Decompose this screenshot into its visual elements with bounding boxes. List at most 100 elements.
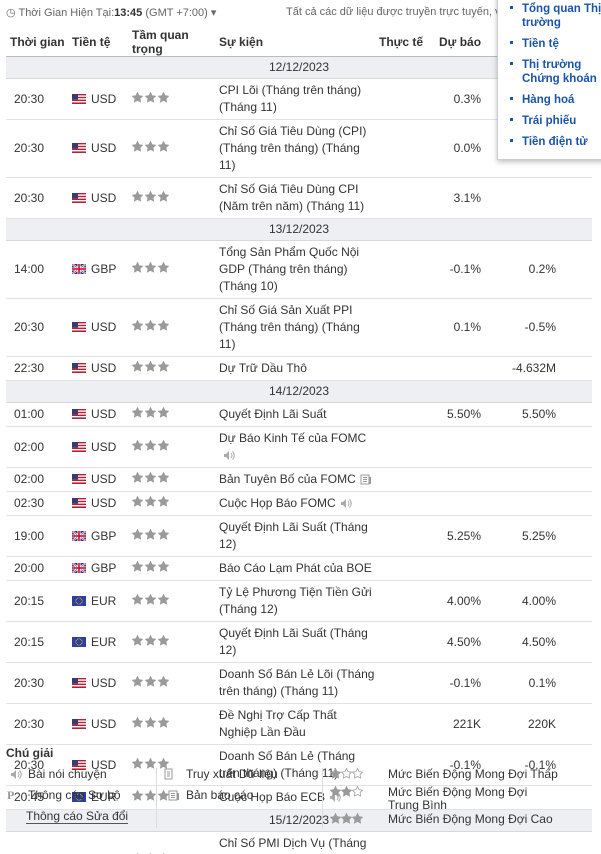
icon <box>351 785 364 797</box>
legend-label: Mức Biến Động Mong Đợi Thấp <box>388 767 558 781</box>
currency: USD <box>91 91 117 106</box>
event-row[interactable]: 02:00 USD Bản Tuyên Bố của FOMC <box>6 467 592 492</box>
legend-item: P Thông cáo Sơ bộ <box>6 788 121 804</box>
importance <box>128 78 215 120</box>
event-name[interactable]: Doanh Số Bán Lẻ (Tháng trên tháng) (Thán… <box>219 749 356 780</box>
legend-item: Thông cáo Sửa đổi <box>26 810 129 824</box>
event-name[interactable]: Đề Nghị Trợ Cấp Thất Nghiệp Lần Đầu <box>219 708 337 739</box>
icon <box>144 495 157 507</box>
legend-label: Mức Biến Động Mong Đợi Trung Bình <box>388 785 528 812</box>
currency: USD <box>91 439 117 454</box>
icon <box>144 716 157 728</box>
actual <box>375 426 435 468</box>
legend-item: Mức Biến Động Mong Đợi Trung Bình <box>329 785 548 812</box>
icon <box>340 812 353 824</box>
icon <box>164 768 173 780</box>
previous: 5.25% <box>490 515 592 557</box>
icon <box>72 409 86 419</box>
icon <box>144 789 157 801</box>
event-row[interactable]: 20:30 USD Chỉ Số Giá Sản Xuất PPI (Tháng t… <box>6 298 592 357</box>
event-row[interactable]: 20:30 USD Doanh Số Bán Lẻ Lõi (Tháng trên … <box>6 662 592 704</box>
event-name[interactable]: Tổng Sản Phẩm Quốc Nội GDP (Tháng trên t… <box>219 245 360 293</box>
event-name[interactable]: Bản Tuyên Bố của FOMC <box>219 472 356 486</box>
currency-cell: USD <box>68 426 128 468</box>
event-name[interactable]: Dự Trữ Dầu Thô <box>219 361 307 375</box>
currency: USD <box>91 716 117 731</box>
separator <box>322 768 323 828</box>
event-name[interactable]: Doanh Số Bán Lẻ Lõi (Tháng trên tháng) (… <box>219 667 375 698</box>
event-row[interactable]: 20:30 USD Đề Nghị Trợ Cấp Thất Nghiệp Lần … <box>6 703 592 745</box>
currency-cell: EUR <box>68 785 128 810</box>
column-header: Thời gian <box>6 28 68 57</box>
event-row[interactable]: 01:00 USD Quyết Định Lãi Suất 5.50% 5.50% <box>6 402 592 427</box>
previous <box>490 467 592 492</box>
icon <box>144 406 157 418</box>
event-name[interactable]: Chỉ Số Giá Tiêu Dùng CPI (Năm trên năm) … <box>219 182 365 213</box>
event-name[interactable]: Báo Cáo Lạm Phát của BOE <box>219 561 372 575</box>
event-cell: CPI Lõi (Tháng trên tháng) (Tháng 11) <box>215 78 375 120</box>
event-name[interactable]: Cuộc Họp Báo ECB <box>219 790 326 804</box>
event-row[interactable]: 20:00 GBP Báo Cáo Lạm Phát của BOE <box>6 556 592 581</box>
event-name[interactable]: Chỉ Số Giá Sản Xuất PPI (Tháng trên thán… <box>219 303 360 351</box>
event-row[interactable]: 20:30 USD Chỉ Số Giá Tiêu Dùng CPI (Năm tr… <box>6 177 592 219</box>
forecast: -0.1% <box>435 240 490 299</box>
currency: GBP <box>91 561 117 575</box>
actual <box>375 240 435 299</box>
event-row[interactable]: 20:15 EUR Tỷ Lệ Phương Tiện Tiền Gửi (Thán… <box>6 580 592 622</box>
menu-item[interactable]: Trái phiếu <box>498 111 601 132</box>
icon <box>11 770 22 779</box>
currency: GBP <box>91 262 117 276</box>
event-row[interactable]: 20:15 EUR Quyết Định Lãi Suất (Tháng 12) 4.… <box>6 621 592 663</box>
icon <box>157 528 170 540</box>
icon <box>168 790 179 801</box>
icon <box>157 560 170 572</box>
event-name[interactable]: Chỉ Số Giá Tiêu Dùng (CPI) (Tháng trên t… <box>219 124 367 172</box>
icon <box>157 406 170 418</box>
event-row[interactable]: 20:30 USD Doanh Số Bán Lẻ (Tháng trên thán… <box>6 744 592 786</box>
icon <box>72 759 86 770</box>
event-row[interactable]: 02:00 USD Dự Báo Kinh Tế của FOMC <box>6 426 592 468</box>
currency-cell: EUR <box>68 580 128 622</box>
menu-item[interactable]: Tổng quan Thị trường <box>498 0 601 34</box>
legend: Chú giải Bài nói chuyện P Thông cáo Sơ bộ T… <box>6 744 596 844</box>
event-cell: Chỉ Số Giá Tiêu Dùng CPI (Năm trên năm) … <box>215 177 375 219</box>
forecast <box>435 556 490 581</box>
event-name[interactable]: Quyết Định Lãi Suất (Tháng 12) <box>219 520 368 551</box>
importance <box>128 298 215 357</box>
icon <box>144 675 157 687</box>
menu-item[interactable]: Tiền tệ <box>498 34 601 55</box>
legend-item: Bài nói chuyện <box>6 768 107 781</box>
menu-item[interactable]: Tiền điện tử <box>498 132 601 153</box>
icon <box>157 757 170 769</box>
event-name[interactable]: CPI Lõi (Tháng trên tháng) (Tháng 11) <box>219 83 362 114</box>
currency-cell: USD <box>68 78 128 120</box>
event-name[interactable]: Quyết Định Lãi Suất <box>219 407 327 421</box>
icon <box>131 140 144 152</box>
event-row[interactable]: 20:30 USD Chỉ Số Giá Tiêu Dùng (CPI) (Thán… <box>6 119 592 178</box>
actual <box>375 580 435 622</box>
event-row[interactable]: 14:00 GBP Tổng Sản Phẩm Quốc Nội GDP (Thán… <box>6 240 592 299</box>
previous: -4.632M <box>490 356 592 381</box>
legend-item: Mức Biến Động Mong Đợi Cao <box>329 812 553 827</box>
currency: EUR <box>91 634 117 649</box>
icon <box>340 499 352 508</box>
forecast: 0.1% <box>435 298 490 357</box>
icon <box>144 261 157 273</box>
event-name[interactable]: Tỷ Lệ Phương Tiện Tiền Gửi (Tháng 12) <box>219 585 372 616</box>
dropdown-caret[interactable]: ▾ <box>210 7 217 19</box>
event-row[interactable]: 02:30 USD Cuộc Họp Báo FOMC <box>6 491 592 516</box>
icon <box>340 785 353 797</box>
menu-item[interactable]: Hàng hoá <box>498 90 601 111</box>
currency: USD <box>91 361 117 375</box>
event-row[interactable]: 22:30 USD Dự Trữ Dầu Thô -4.632M <box>6 356 592 381</box>
icon <box>144 91 157 103</box>
event-cell: Bản Tuyên Bố của FOMC <box>215 467 375 492</box>
event-row[interactable]: 19:00 GBP Quyết Định Lãi Suất (Tháng 12) 5.… <box>6 515 592 557</box>
timezone[interactable]: (GMT +7:00) <box>145 7 208 19</box>
currency-cell: GBP <box>68 240 128 299</box>
menu-item[interactable]: Thị trường Chứng khoán <box>498 55 601 90</box>
event-name[interactable]: Cuộc Họp Báo FOMC <box>219 496 336 510</box>
event-row[interactable]: 21:45USDChỉ Số PMI Dịch Vụ (Tháng 12)P50… <box>6 831 592 854</box>
event-name[interactable]: Quyết Định Lãi Suất (Tháng 12) <box>219 626 368 657</box>
event-name[interactable]: Dự Báo Kinh Tế của FOMC <box>219 431 367 445</box>
